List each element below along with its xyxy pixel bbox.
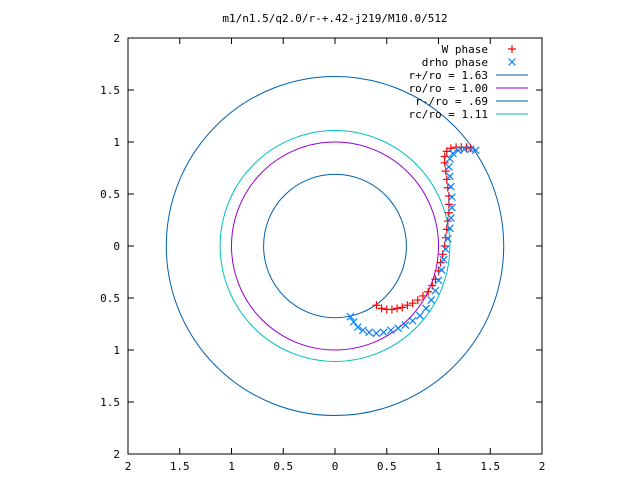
- y-tick-label: 0: [113, 240, 120, 253]
- data-point: [413, 296, 422, 305]
- data-point: [442, 147, 451, 156]
- data-point: [437, 265, 446, 274]
- data-point: [394, 324, 403, 333]
- plot-marks: [165, 75, 505, 417]
- y-tick-label: 0.5: [100, 188, 120, 201]
- data-point: [346, 312, 355, 321]
- axes: 2 1.5 1 0.5 0 0.5 1 1.5 221.510.500.511.52: [100, 32, 545, 473]
- data-point: [401, 321, 410, 329]
- data-point: [471, 146, 480, 155]
- data-point: [379, 328, 388, 337]
- series-0-points: [372, 143, 475, 314]
- data-point: [415, 311, 424, 320]
- legend-label: ro/ro = 1.00: [409, 82, 488, 95]
- data-point: [443, 234, 452, 243]
- data-point: [393, 304, 402, 313]
- y-tick-label: 2: [113, 448, 120, 461]
- y-tick-label: 1: [113, 136, 120, 149]
- data-point: [441, 167, 450, 176]
- data-point: [445, 172, 454, 181]
- y-tick-label: 1.5: [100, 84, 120, 97]
- data-point: [387, 305, 396, 314]
- data-point: [372, 301, 381, 310]
- data-point: [427, 296, 436, 305]
- y-tick-label: 1: [113, 344, 120, 357]
- x-tick-label: 1: [228, 460, 235, 473]
- y-tick-label: 0.5: [100, 292, 120, 305]
- legend-label: W phase: [442, 43, 488, 56]
- data-point: [359, 326, 367, 335]
- data-point: [439, 255, 448, 264]
- data-point: [441, 245, 450, 254]
- x-tick-label: 2: [125, 460, 132, 473]
- x-tick-label: 0.5: [273, 460, 293, 473]
- x-tick-label: 1.5: [480, 460, 500, 473]
- data-point: [431, 286, 440, 295]
- data-point: [349, 317, 358, 326]
- data-point: [403, 301, 412, 310]
- data-point: [386, 326, 395, 335]
- data-point: [398, 303, 407, 312]
- data-point: [424, 287, 433, 296]
- chart-title: m1/n1.5/q2.0/r-+.42-j219/M10.0/512: [222, 12, 447, 25]
- data-point: [448, 193, 456, 202]
- data-point: [448, 203, 456, 212]
- x-tick-label: 2: [539, 460, 546, 473]
- series-5-circle: [219, 130, 451, 362]
- series-1-points: [346, 145, 480, 338]
- series-4-circle: [263, 173, 407, 319]
- x-tick-label: 0.5: [377, 460, 397, 473]
- data-point: [446, 213, 455, 222]
- data-point: [408, 299, 417, 308]
- data-point: [444, 163, 453, 171]
- legend-label: drho phase: [422, 56, 488, 69]
- data-point: [353, 323, 362, 332]
- data-point: [408, 316, 417, 325]
- data-point: [434, 276, 443, 285]
- legend-label: rc/ro = 1.11: [409, 108, 488, 121]
- data-point: [446, 182, 455, 191]
- x-tick-label: 1.5: [170, 460, 190, 473]
- legend-label: r-/ro = .69: [415, 95, 488, 108]
- legend-label: r+/ro = 1.63: [409, 69, 488, 82]
- series-2-circle: [165, 75, 505, 417]
- data-point: [460, 145, 469, 154]
- legend-marker: [508, 58, 516, 66]
- data-point: [454, 146, 463, 155]
- x-tick-label: 1: [435, 460, 442, 473]
- data-point: [372, 329, 381, 338]
- x-tick-label: 0: [332, 460, 339, 473]
- data-point: [418, 291, 427, 300]
- data-point: [377, 304, 386, 313]
- legend-marker: [508, 45, 516, 53]
- data-point: [422, 304, 431, 313]
- y-tick-label: 1.5: [100, 396, 120, 409]
- series-3-circle: [231, 141, 439, 351]
- data-point: [449, 149, 457, 158]
- data-point: [445, 224, 454, 233]
- y-tick-label: 2: [113, 32, 120, 45]
- data-point: [365, 328, 374, 337]
- data-point: [445, 154, 454, 163]
